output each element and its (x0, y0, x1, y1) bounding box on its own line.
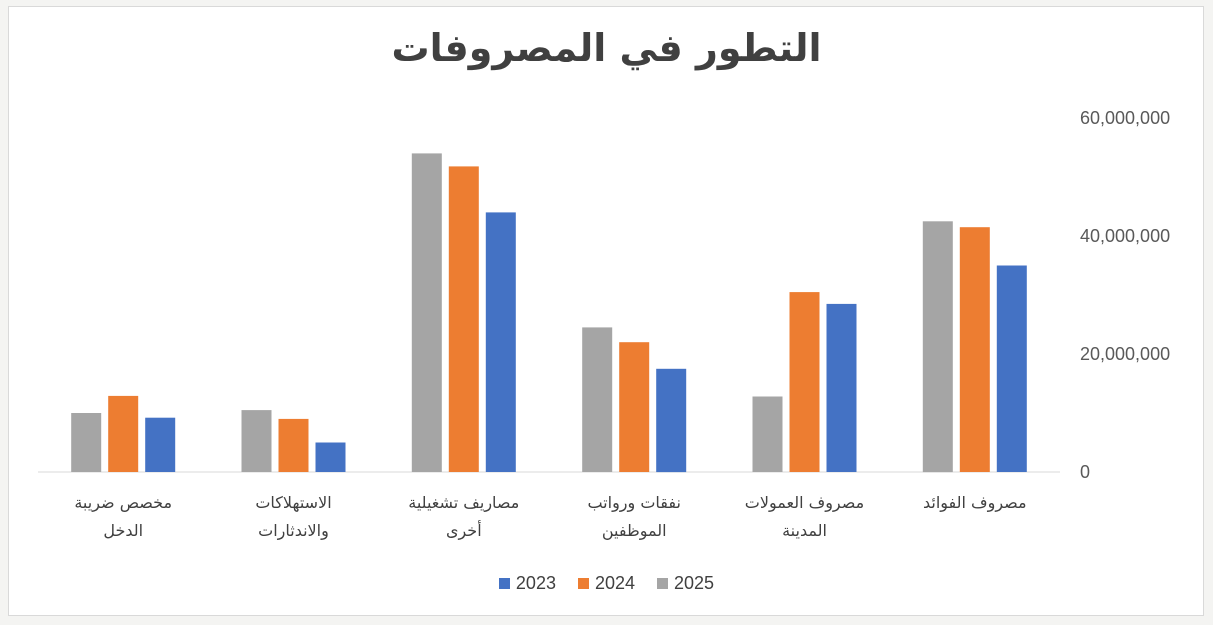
category-label-1-line-0: مصروف العمولات (745, 493, 864, 513)
category-label-0-line-0: مصروف الفوائد (923, 493, 1027, 513)
bar-2024-cat-3 (448, 166, 479, 472)
legend-label-2023: 2023 (515, 573, 556, 593)
legend-item-2024: 2024 (577, 573, 636, 594)
bar-2024-cat-2 (619, 342, 650, 472)
legend-swatch-2025 (657, 578, 669, 589)
legend-label-2024: 2024 (594, 573, 636, 593)
category-label-5-line-1: الدخل (103, 521, 143, 540)
bar-2023-cat-0 (996, 265, 1027, 472)
category-label-3-line-0: مصاريف تشغيلية (408, 493, 519, 513)
bar-2023-cat-4 (315, 442, 346, 472)
y-tick-label-0: 0 (1080, 462, 1090, 482)
bar-2025-cat-4 (241, 410, 272, 472)
y-tick-label-3: 60,000,000 (1080, 108, 1170, 128)
bar-2025-cat-1 (752, 396, 783, 472)
category-label-2-line-1: الموظفين (602, 521, 667, 541)
bar-2024-cat-4 (278, 418, 309, 472)
category-label-3-line-1: أخرى (446, 520, 482, 541)
y-tick-label-1: 20,000,000 (1080, 344, 1170, 364)
bar-2023-cat-5 (145, 417, 176, 472)
bar-2025-cat-0 (922, 221, 953, 473)
bars-group (71, 153, 1027, 473)
bar-2024-cat-5 (108, 395, 139, 472)
legend: 2023 2024 2025 (0, 573, 1213, 594)
legend-swatch-2024 (577, 578, 589, 589)
bar-2024-cat-0 (959, 227, 990, 472)
category-label-2-line-0: نفقات ورواتب (587, 493, 680, 513)
bar-2025-cat-2 (582, 327, 613, 472)
y-tick-label-2: 40,000,000 (1080, 226, 1170, 246)
legend-label-2025: 2025 (674, 573, 715, 593)
category-label-4-line-1: والاندثارات (258, 521, 329, 541)
bar-2024-cat-1 (789, 292, 820, 472)
bar-2023-cat-2 (656, 368, 687, 473)
category-labels: مصروف الفوائد مصروف العمولات المدينة نفقات … (74, 493, 1026, 541)
bar-2025-cat-3 (411, 153, 442, 472)
bar-2023-cat-3 (485, 212, 516, 472)
chart-title: التطور في المصروفات (391, 26, 822, 70)
bar-2025-cat-5 (71, 413, 102, 472)
category-label-1-line-1: المدينة (782, 521, 827, 540)
bar-2023-cat-1 (826, 303, 857, 472)
legend-swatch-2023 (498, 578, 510, 589)
y-axis-ticks: 0 20,000,000 40,000,000 60,000,000 (1080, 108, 1170, 482)
category-label-5-line-0: مخصص ضريبة (74, 493, 172, 513)
legend-item-2023: 2023 (498, 573, 556, 594)
legend-item-2025: 2025 (657, 573, 714, 594)
category-label-4-line-0: الاستهلاكات (255, 493, 331, 513)
